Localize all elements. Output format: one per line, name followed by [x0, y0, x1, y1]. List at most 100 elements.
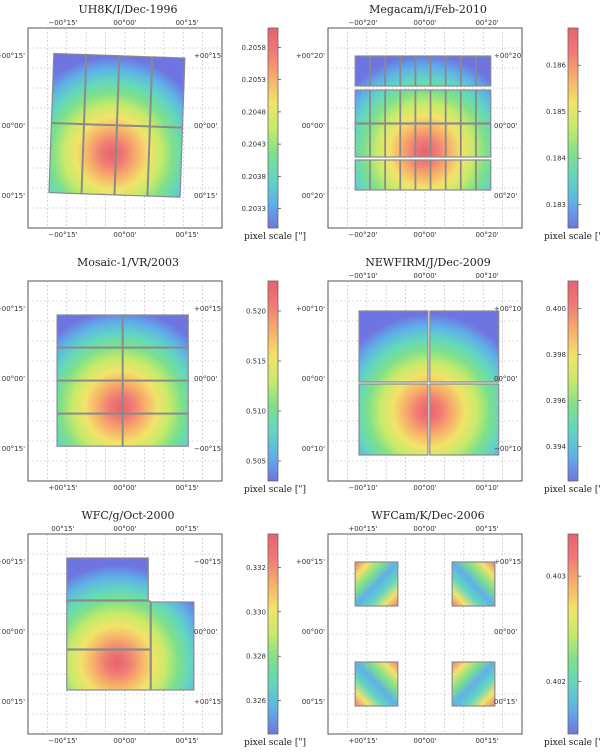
colorbar: [567, 280, 579, 482]
detector-chip: [475, 159, 492, 191]
x-tick-bottom-label: 00°15': [175, 737, 198, 745]
detector-chip: [399, 55, 416, 87]
y-tick-left-label: 00°15': [2, 445, 25, 453]
detector-chip: [415, 123, 431, 158]
colorbar-tick-label: 0.398: [546, 351, 566, 359]
colorbar: [567, 533, 579, 735]
detector-chip: [430, 123, 446, 158]
colorbar-tick-label: 0.186: [546, 62, 567, 70]
x-tick-top-label: 00°00': [413, 19, 436, 27]
colorbar-tick-label: 0.515: [246, 358, 266, 366]
detector-chip: [83, 54, 120, 126]
y-tick-right-label: 00°00': [494, 628, 517, 636]
detector-chip: [358, 383, 429, 456]
x-tick-top-label: 00°15': [51, 525, 74, 533]
y-tick-left-label: +00°15': [0, 558, 25, 566]
panel-5: WFC/g/Oct-2000 00°15' 00°00' 00°15' −00°15' 0…: [0, 506, 306, 756]
colorbar-label: pixel scale ["]: [244, 738, 307, 748]
panel-title: UH8K/I/Dec-1996: [78, 3, 178, 16]
x-tick-bottom-label: 00°00': [413, 231, 436, 239]
x-tick-bottom-label: 00°00': [413, 737, 436, 745]
x-tick-top-label: 00°20': [475, 19, 498, 27]
detector-chip: [150, 601, 195, 691]
detector-chip: [460, 55, 477, 87]
y-tick-right-label: +00°15': [494, 558, 523, 566]
x-tick-top-label: 00°15': [175, 525, 198, 533]
colorbar-tick-label: 0.505: [246, 458, 266, 466]
detector-chip: [56, 413, 123, 447]
colorbar-tick-label: 0.394: [546, 443, 567, 451]
panel-plot: +00°15' 00°00' 00°15' +00°15' 00°00' 00°15' +0…: [0, 280, 281, 492]
x-tick-top-label: +00°15': [348, 525, 377, 533]
y-tick-right-label: −00°15': [194, 445, 223, 453]
detector-chip: [384, 159, 401, 191]
colorbar-label: pixel scale ["]: [244, 232, 307, 242]
y-tick-left-label: 00°20': [302, 192, 325, 200]
detector-chip: [475, 89, 492, 124]
detector-chip: [50, 52, 87, 125]
panel-2: Megacam/i/Feb-2010 −00°20' 00°00' 00°20' −00…: [296, 0, 600, 250]
detector-chip: [399, 159, 416, 191]
x-tick-top-label: 00°15': [175, 19, 198, 27]
x-tick-bottom-label: 00°15': [175, 231, 198, 239]
detector-chip: [354, 561, 399, 607]
y-tick-right-label: +00°20': [494, 52, 523, 60]
x-tick-bottom-label: 00°00': [413, 484, 436, 492]
y-tick-left-label: 00°15': [2, 698, 25, 706]
detector-chip: [122, 380, 189, 414]
y-tick-left-label: +00°15': [0, 52, 25, 60]
x-tick-bottom-label: −00°10': [348, 484, 377, 492]
y-tick-left-label: 00°10': [302, 445, 325, 453]
detector-chip: [460, 89, 477, 124]
y-tick-left-label: +00°15': [0, 305, 25, 313]
detector-chip: [369, 89, 386, 124]
detector-chip: [122, 314, 189, 348]
detector-chip: [66, 600, 151, 650]
detector-chip: [369, 123, 386, 158]
detector-chip: [66, 649, 151, 691]
x-tick-top-label: 00°00': [413, 525, 436, 533]
y-tick-right-label: 00°00': [494, 122, 517, 130]
detector-chip: [430, 89, 446, 124]
detector-chip: [445, 159, 462, 191]
detector-chip: [369, 55, 386, 87]
colorbar-tick-label: 0.2043: [242, 141, 267, 149]
y-tick-left-label: 00°15': [302, 698, 325, 706]
y-tick-left-label: 00°00': [2, 122, 25, 130]
y-tick-left-label: +00°20': [296, 52, 325, 60]
detector-chip: [430, 55, 446, 87]
colorbar-tick-label: 0.183: [546, 201, 566, 209]
colorbar-label: pixel scale ["]: [544, 232, 600, 242]
detector-chip: [429, 310, 500, 383]
x-tick-top-label: 00°00': [413, 272, 436, 280]
detector-chip: [66, 557, 149, 601]
y-tick-left-label: 00°00': [302, 375, 325, 383]
colorbar: [567, 27, 579, 229]
detector-chip: [429, 383, 500, 456]
y-tick-right-label: 00°00': [194, 628, 217, 636]
detector-chip: [451, 561, 496, 607]
colorbar-tick-label: 0.185: [546, 108, 566, 116]
x-tick-top-label: 00°00': [113, 19, 136, 27]
y-tick-right-label: 00°00': [194, 375, 217, 383]
x-tick-top-label: 00°00': [113, 525, 136, 533]
colorbar-tick-label: 0.402: [546, 678, 566, 686]
detector-chip: [415, 55, 431, 87]
y-tick-right-label: +00°15': [194, 305, 223, 313]
y-tick-left-label: +00°15': [296, 558, 325, 566]
y-tick-right-label: 00°20': [494, 192, 517, 200]
detector-chip: [56, 314, 123, 348]
y-tick-right-label: −00°15': [194, 558, 223, 566]
detector-chip: [460, 159, 477, 191]
detector-chip: [384, 89, 401, 124]
colorbar-tick-label: 0.403: [546, 573, 566, 581]
colorbar-tick-label: 0.332: [246, 564, 266, 572]
x-tick-bottom-label: −00°20': [348, 231, 377, 239]
x-tick-bottom-label: 00°15': [475, 737, 498, 745]
y-tick-left-label: 00°00': [2, 375, 25, 383]
detector-chip: [147, 126, 184, 198]
x-tick-bottom-label: 00°00': [113, 737, 136, 745]
panel-plot: −00°10' 00°00' 00°10' −00°10' 00°00' 00°10' +0…: [296, 272, 581, 492]
detector-chip: [354, 159, 371, 191]
detector-chip: [56, 347, 123, 381]
